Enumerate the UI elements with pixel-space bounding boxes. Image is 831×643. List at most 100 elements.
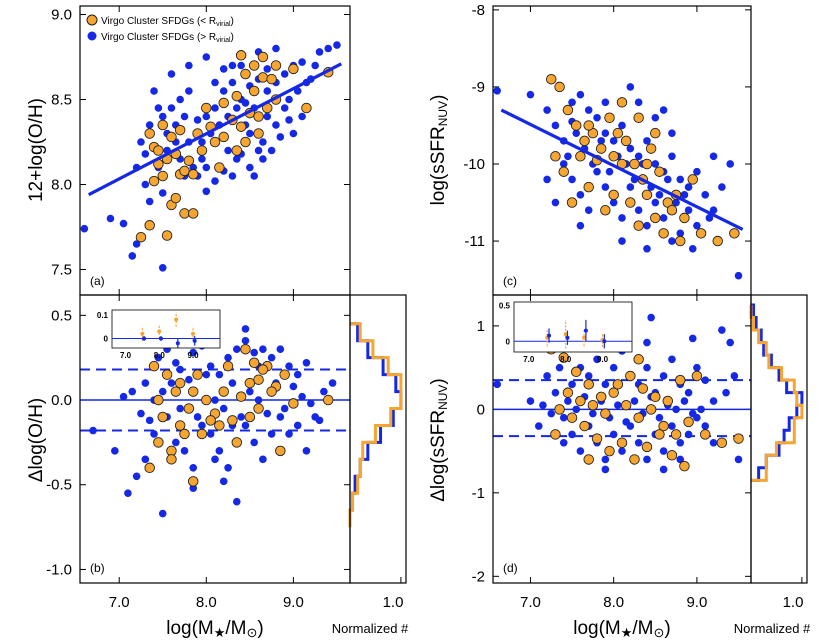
panel-b-point-blue	[246, 387, 254, 396]
panel-b-point-orange	[157, 411, 168, 423]
panel-a-point-blue	[158, 264, 167, 272]
panel-a-ytick-label: 9.0	[51, 7, 72, 24]
panel-d-point-blue	[584, 372, 593, 380]
panel-d-point-blue	[659, 447, 668, 455]
panel-d-point-orange	[583, 454, 594, 465]
panel-a-point-blue	[198, 155, 206, 163]
panel-d-point-blue	[559, 413, 568, 422]
panel-d-inset-frame	[513, 301, 633, 353]
panel-a-point-orange	[187, 169, 199, 180]
panel-d-point-blue	[718, 326, 726, 334]
panel-a-point-orange	[161, 230, 173, 241]
panel-d-point-blue	[643, 363, 651, 372]
panel-b-point-orange	[153, 394, 164, 406]
panel-b-point-orange	[214, 420, 225, 431]
panel-d-point-blue	[493, 380, 501, 389]
panel-d-ylabel-sub: NUV	[436, 385, 450, 410]
panel-d-inset-xtick-label: 7.0	[523, 355, 535, 364]
panel-a-point-orange	[248, 60, 260, 71]
panel-d-point-blue	[734, 455, 743, 464]
panel-c-point-blue	[668, 129, 676, 137]
panel-b-point-blue	[172, 438, 180, 447]
panel-d-xtick-label: 8.0	[603, 594, 624, 611]
panel-d-point-orange	[604, 445, 615, 457]
panel-d-point-blue	[572, 405, 581, 414]
panel-b-point-orange	[248, 357, 260, 369]
legend-blue-close: )	[231, 32, 234, 43]
panel-a-point-blue	[145, 197, 154, 206]
panel-d-point-blue	[559, 438, 568, 447]
panel-a-point-orange	[196, 145, 208, 156]
panel-b-point-blue	[237, 413, 245, 421]
panel-c-point-blue	[651, 160, 660, 168]
panel-b-point-blue	[289, 382, 298, 391]
panel-b-point-blue	[172, 358, 180, 367]
panel-a-point-blue	[141, 180, 150, 189]
panel-d-point-blue	[701, 422, 710, 430]
panel-b-point-blue	[285, 362, 293, 370]
panel-d-point-blue	[601, 380, 610, 389]
panel-b-point-blue	[193, 413, 202, 421]
panel-c-point-orange	[712, 235, 723, 247]
panel-c-point-blue	[576, 221, 585, 230]
panel-c-point-orange	[570, 120, 582, 131]
panel-b-point-blue	[302, 447, 311, 455]
panel-d-point-blue	[551, 388, 560, 397]
panel-d-point-blue	[547, 409, 556, 418]
panel-a-point-orange	[218, 97, 229, 109]
panel-d-point-orange	[666, 450, 678, 461]
panel-b-point-blue	[232, 345, 241, 354]
panel-c-point-blue	[626, 183, 635, 191]
left-xlabel-close: )	[257, 618, 263, 639]
panel-c-point-blue	[618, 214, 626, 222]
panel-a-point-orange	[288, 63, 299, 75]
panel-b-point-orange	[227, 415, 238, 426]
panel-a-point-orange	[166, 131, 177, 143]
panel-d-point-orange	[691, 370, 703, 382]
panel-d-label: (d)	[503, 561, 518, 575]
panel-b-point-blue	[259, 345, 267, 354]
panel-c-point-orange	[583, 120, 594, 131]
panel-b-point-orange	[144, 462, 155, 474]
panel-a-point-orange	[174, 124, 186, 136]
panel-b-label: (b)	[90, 561, 105, 575]
panel-a-point-orange	[266, 73, 277, 85]
panel-b-point-orange	[166, 454, 177, 465]
legend-orange-sub: virial	[216, 21, 231, 28]
panel-a-point-orange	[187, 208, 199, 219]
legend-orange-label: Virgo Cluster SFDGs (< R	[101, 16, 216, 27]
panel-a-point-blue	[228, 78, 237, 87]
panel-c-point-orange	[675, 235, 686, 247]
panel-d-point-orange	[558, 352, 569, 363]
panel-b-point-blue	[111, 447, 119, 455]
panel-a-point-blue	[232, 104, 241, 112]
right-xlabel-sun: ⊙	[654, 625, 665, 640]
panel-c-point-orange	[595, 143, 607, 154]
panel-b-point-blue	[254, 396, 263, 404]
panel-d-point-orange	[699, 429, 711, 440]
panel-d-point-orange	[658, 420, 669, 432]
panel-b-point-orange	[174, 377, 186, 389]
panel-a-point-blue	[259, 138, 267, 146]
panel-d-point-blue	[630, 397, 639, 405]
panel-d-point-blue	[534, 422, 543, 430]
panel-b-point-orange	[322, 394, 334, 406]
panel-c-point-orange	[679, 212, 690, 224]
panel-d-inset-point-orange	[582, 335, 587, 340]
panel-b-point-blue	[158, 387, 167, 396]
panel-a-ytick-label: 8.0	[51, 177, 72, 194]
panel-d-point-blue	[676, 438, 685, 447]
panel-a-point-blue	[167, 70, 176, 78]
left-xlabel-mid: /M	[225, 618, 246, 639]
panel-b-point-blue	[206, 362, 215, 370]
panel-c-point-orange	[629, 158, 640, 170]
panel-c-point-orange	[633, 220, 644, 231]
panel-b-point-orange	[201, 394, 212, 406]
panel-b-point-blue	[224, 464, 232, 472]
panel-a-frame	[79, 5, 351, 296]
right-xlabel-close: )	[664, 618, 670, 639]
panel-a-point-blue	[167, 104, 176, 112]
panel-a-point-blue	[232, 155, 241, 163]
panel-d-point-blue	[555, 363, 564, 372]
panel-a-point-blue	[202, 163, 211, 172]
